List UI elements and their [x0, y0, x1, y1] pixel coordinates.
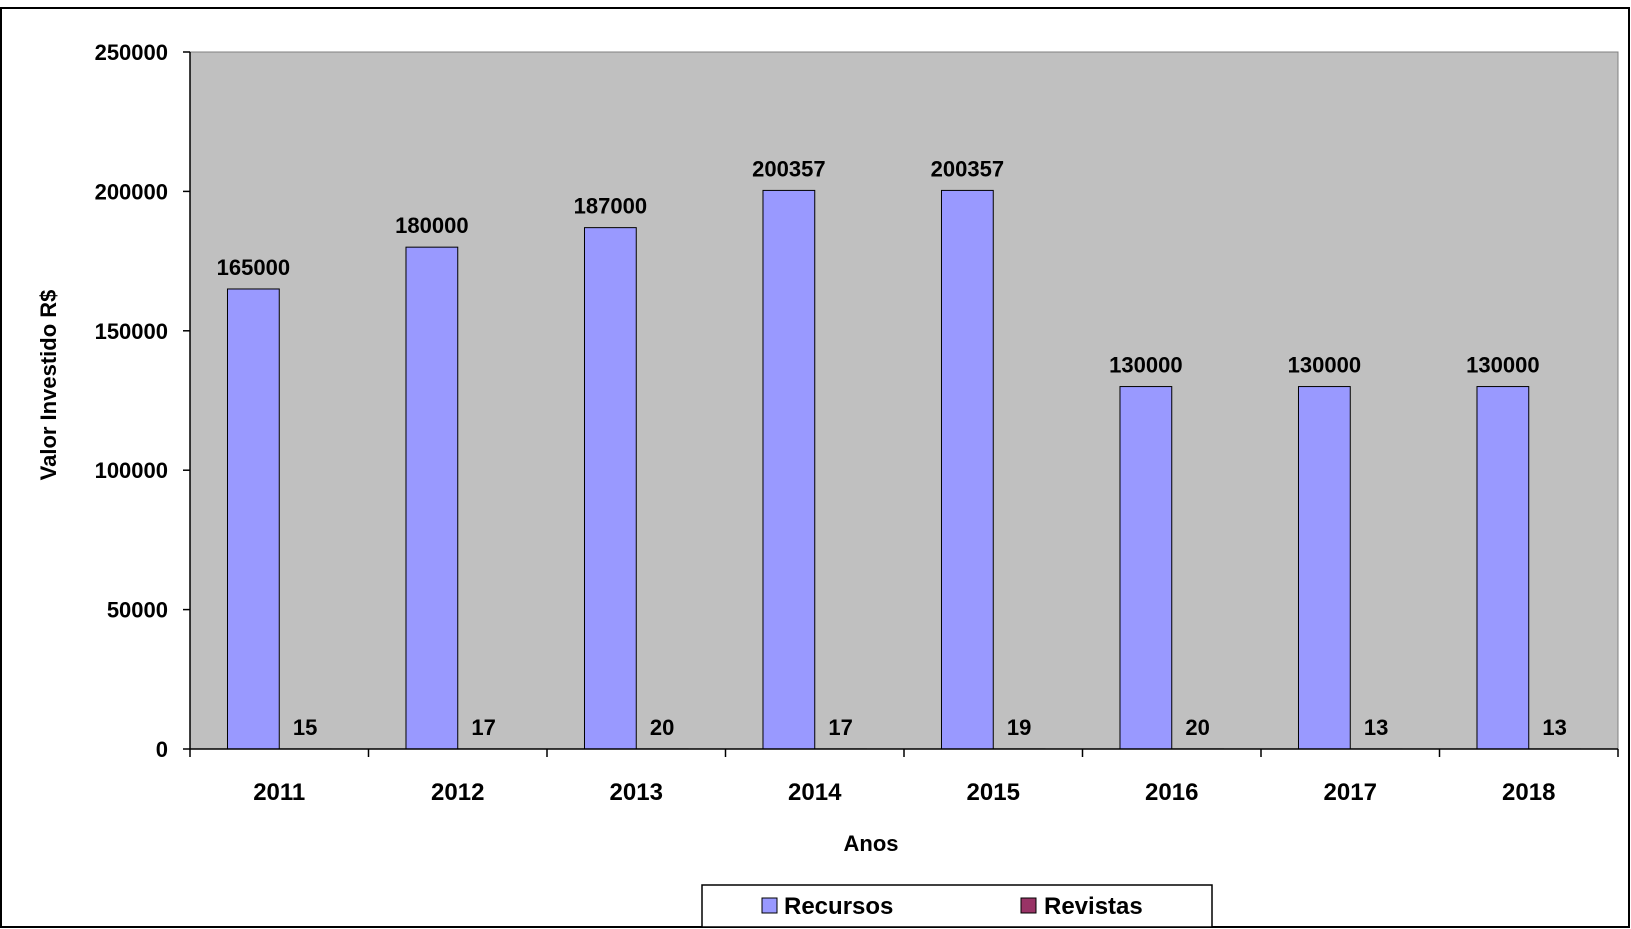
bars — [226, 189, 1582, 750]
bar-recursos — [1297, 386, 1351, 750]
y-tick-label: 100000 — [95, 458, 168, 483]
data-label-recursos: 165000 — [217, 255, 290, 280]
data-label-revistas: 17 — [828, 715, 852, 740]
x-tick-label: 2016 — [1145, 779, 1198, 806]
y-axis-title: Valor Investido R$ — [36, 290, 61, 481]
legend-label-revistas: Revistas — [1044, 893, 1143, 920]
y-tick-label: 50000 — [107, 598, 168, 623]
data-label-revistas: 13 — [1542, 715, 1566, 740]
x-tick-label: 2018 — [1502, 779, 1555, 806]
bar-recursos — [583, 227, 637, 750]
data-label-recursos: 200357 — [931, 156, 1004, 181]
legend-label-recursos: Recursos — [784, 893, 893, 920]
data-label-revistas: 13 — [1364, 715, 1388, 740]
legend: Recursos Revistas — [701, 884, 1213, 928]
x-tick-label: 2017 — [1324, 779, 1377, 806]
y-tick-label: 250000 — [95, 40, 168, 65]
x-axis-ticks: 2011 2012 2013 2014 2015 2016 2017 2018 — [189, 749, 1619, 806]
y-tick-label: 200000 — [95, 179, 168, 204]
legend-box — [701, 884, 1213, 928]
data-label-revistas: 17 — [471, 715, 495, 740]
data-label-recursos: 130000 — [1466, 353, 1539, 378]
x-tick-label: 2012 — [431, 779, 484, 806]
data-label-revistas: 20 — [1185, 715, 1209, 740]
x-tick-label: 2011 — [253, 779, 305, 806]
y-axis-ticks: 0 50000 100000 150000 200000 250000 — [95, 40, 190, 762]
data-label-revistas: 15 — [293, 715, 317, 740]
data-label-recursos: 130000 — [1109, 353, 1182, 378]
data-labels: 165000 180000 187000 200357 200357 130000 1300… — [217, 156, 1567, 740]
bar-recursos — [762, 189, 816, 750]
bar-recursos — [1476, 386, 1530, 750]
bar-recursos — [940, 189, 994, 750]
plot-area — [189, 51, 1619, 750]
legend-swatch-recursos — [761, 897, 778, 914]
data-label-recursos: 187000 — [574, 194, 647, 219]
y-tick-label: 0 — [156, 737, 168, 762]
x-axis-title: Anos — [844, 831, 899, 856]
bar-recursos — [405, 246, 459, 750]
data-label-revistas: 20 — [650, 715, 674, 740]
bar-recursos — [226, 288, 280, 750]
bar-recursos — [1119, 386, 1173, 750]
legend-swatch-revistas — [1020, 897, 1037, 914]
y-tick-label: 150000 — [95, 319, 168, 344]
x-tick-label: 2015 — [967, 779, 1020, 806]
data-label-recursos: 200357 — [752, 156, 825, 181]
data-label-revistas: 19 — [1007, 715, 1031, 740]
data-label-recursos: 130000 — [1288, 353, 1361, 378]
x-tick-label: 2013 — [610, 779, 663, 806]
x-tick-label: 2014 — [788, 779, 842, 806]
data-label-recursos: 180000 — [395, 213, 468, 238]
